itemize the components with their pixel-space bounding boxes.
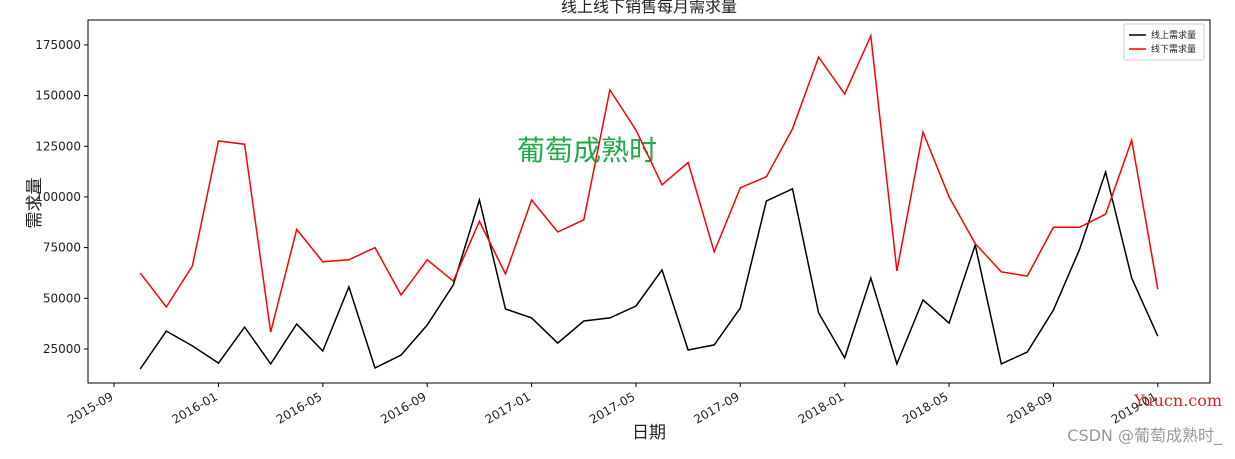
x-tick-label: 2016-09 <box>378 389 428 426</box>
x-tick-label: 2017-05 <box>587 389 637 426</box>
x-tick-label: 2017-09 <box>691 389 741 426</box>
x-axis-label: 日期 <box>632 423 666 443</box>
x-tick-label: 2016-05 <box>274 389 324 426</box>
legend-label: 线下需求量 <box>1151 43 1196 55</box>
x-tick-label: 2018-09 <box>1005 389 1055 426</box>
y-tick-label: 125000 <box>35 139 81 153</box>
x-tick-label: 2016-01 <box>170 389 220 426</box>
y-axis-label: 需求量 <box>25 178 45 229</box>
y-tick-label: 50000 <box>43 291 81 305</box>
y-tick-label: 100000 <box>35 190 81 204</box>
y-tick-label: 75000 <box>43 241 81 255</box>
x-tick-label: 2018-05 <box>900 389 950 426</box>
line-series <box>139 32 1159 333</box>
chart-title: 线上线下销售每月需求量 <box>561 0 737 16</box>
y-tick-label: 175000 <box>35 38 81 52</box>
x-tick-label: 2015-09 <box>65 389 115 426</box>
watermark: 葡萄成熟时 <box>517 134 657 167</box>
watermark: Yuucn.com <box>1133 391 1222 410</box>
line-series <box>139 169 1159 370</box>
y-tick-label: 25000 <box>43 342 81 356</box>
legend-label: 线上需求量 <box>1151 29 1196 41</box>
plot-frame <box>87 19 1211 384</box>
legend-box <box>1123 23 1205 61</box>
x-tick-label: 2017-01 <box>483 389 533 426</box>
watermark: CSDN @葡萄成熟时_ <box>1067 426 1223 446</box>
y-tick-label: 150000 <box>35 89 81 103</box>
x-tick-label: 2018-01 <box>796 389 846 426</box>
